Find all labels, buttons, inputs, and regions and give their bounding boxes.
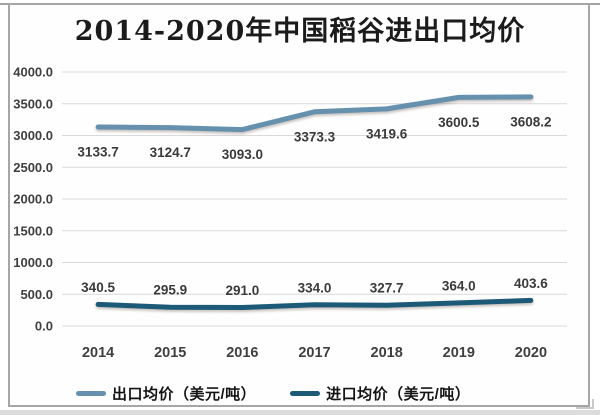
import-line-swatch-icon — [290, 390, 321, 396]
y-tick-label: 1000.0 — [13, 255, 53, 270]
data-label: 403.6 — [514, 276, 548, 291]
legend-item-export: 出口均价（美元/吨） — [76, 383, 256, 404]
chart-legend: 出口均价（美元/吨） 进口均价（美元/吨） — [76, 383, 470, 403]
x-tick-label: 2015 — [154, 345, 186, 361]
data-label: 364.0 — [442, 278, 476, 293]
y-tick-label: 0.0 — [35, 319, 53, 334]
x-tick-label: 2019 — [443, 345, 475, 361]
data-label: 327.7 — [370, 281, 404, 296]
y-tick-label: 4000.0 — [13, 65, 53, 80]
chart-card — [8, 3, 590, 407]
legend-label-export: 出口均价（美元/吨） — [112, 385, 257, 403]
data-label: 334.0 — [298, 280, 332, 295]
legend-item-import: 进口均价（美元/吨） — [290, 383, 470, 404]
data-label: 291.0 — [225, 283, 259, 298]
y-tick-label: 500.0 — [20, 287, 53, 302]
export-line-swatch-icon — [76, 390, 106, 396]
data-label: 3373.3 — [294, 129, 336, 144]
data-label: 340.5 — [81, 280, 115, 295]
data-label: 3133.7 — [77, 145, 118, 160]
x-tick-label: 2017 — [298, 345, 330, 361]
x-tick-label: 2016 — [226, 345, 258, 361]
chart-title: 2014-2020年中国稻谷进出口均价 — [74, 16, 526, 47]
y-tick-label: 2500.0 — [13, 160, 53, 175]
data-label: 3124.7 — [150, 145, 191, 160]
y-tick-label: 1500.0 — [13, 223, 53, 238]
y-tick-label: 2000.0 — [13, 192, 53, 207]
data-label: 3419.6 — [366, 126, 408, 141]
x-tick-label: 2018 — [371, 345, 403, 361]
y-tick-label: 3500.0 — [13, 96, 53, 111]
export-price-line — [95, 94, 534, 133]
data-label: 3093.0 — [222, 147, 263, 162]
screen-bottom-edge-strip — [0, 410, 600, 415]
x-tick-label: 2014 — [82, 345, 114, 361]
legend-label-import: 进口均价（美元/吨） — [326, 385, 471, 403]
import-price-line — [95, 297, 534, 310]
y-tick-label: 3000.0 — [13, 128, 53, 143]
data-label: 3600.5 — [438, 115, 480, 130]
data-label: 3608.2 — [510, 114, 551, 129]
screen-corner-artifact — [576, 399, 594, 409]
x-tick-label: 2020 — [515, 345, 547, 361]
data-label: 295.9 — [153, 283, 187, 298]
